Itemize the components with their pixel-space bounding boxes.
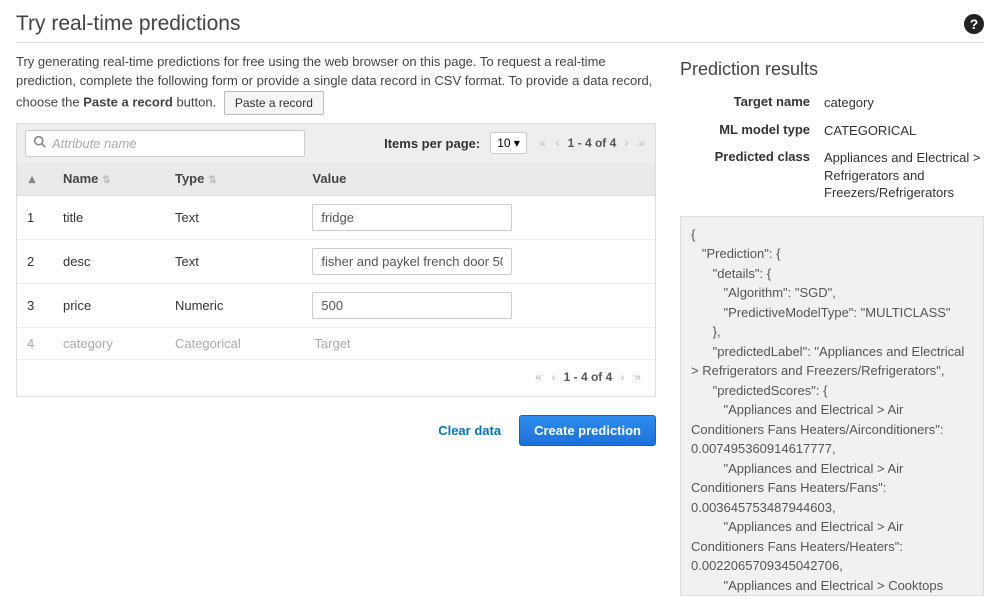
value-static: Target (312, 336, 350, 351)
items-per-page-value: 10 (497, 136, 510, 150)
row-index: 4 (17, 327, 53, 359)
table-row: 3priceNumeric (17, 283, 655, 327)
items-per-page-label: Items per page: (384, 136, 480, 151)
footer-pager-last-icon[interactable]: » (632, 370, 643, 384)
result-key: ML model type (680, 122, 810, 140)
search-input[interactable] (25, 130, 305, 157)
table-row: 4categoryCategorical Target (17, 327, 655, 359)
intro-text: Try generating real-time predictions for… (16, 53, 656, 115)
footer-pager-prev-icon[interactable]: ‹ (550, 370, 558, 384)
col-name[interactable]: Name⇅ (53, 163, 165, 196)
table-row: 2descText (17, 239, 655, 283)
result-key: Predicted class (680, 149, 810, 202)
result-key: Target name (680, 94, 810, 112)
col-type[interactable]: Type⇅ (165, 163, 302, 196)
intro-bold: Paste a record (83, 94, 173, 109)
pager-info: 1 - 4 of 4 (568, 136, 617, 150)
row-index: 1 (17, 195, 53, 239)
col-value: Value (302, 163, 655, 196)
pager-prev-icon[interactable]: ‹ (554, 136, 562, 150)
row-name: title (53, 195, 165, 239)
pager-first-icon[interactable]: « (537, 136, 548, 150)
help-icon[interactable]: ? (964, 14, 984, 34)
result-value: CATEGORICAL (824, 122, 984, 140)
items-per-page-select[interactable]: 10 ▾ (490, 132, 527, 154)
row-index: 3 (17, 283, 53, 327)
page-title: Try real-time predictions (16, 12, 240, 36)
row-name: desc (53, 239, 165, 283)
value-input[interactable] (312, 292, 512, 319)
paste-record-button[interactable]: Paste a record (224, 91, 324, 115)
intro-after: button. (173, 94, 216, 109)
pager-last-icon[interactable]: » (636, 136, 647, 150)
row-value-cell (302, 239, 655, 283)
footer-pager-first-icon[interactable]: « (533, 370, 544, 384)
row-index: 2 (17, 239, 53, 283)
pager-next-icon[interactable]: › (622, 136, 630, 150)
prediction-json[interactable]: { "Prediction": { "details": { "Algorith… (680, 216, 984, 596)
clear-data-button[interactable]: Clear data (438, 423, 501, 438)
attributes-table: ▴ Name⇅ Type⇅ Value 1titleText2descText3… (17, 163, 655, 360)
row-type: Numeric (165, 283, 302, 327)
table-row: 1titleText (17, 195, 655, 239)
row-name: category (53, 327, 165, 359)
search-icon (33, 135, 46, 151)
footer-pager-info: 1 - 4 of 4 (564, 370, 613, 384)
value-input[interactable] (312, 204, 512, 231)
col-sort-index[interactable]: ▴ (17, 163, 53, 196)
row-value-cell (302, 195, 655, 239)
row-value-cell (302, 283, 655, 327)
row-name: price (53, 283, 165, 327)
result-value: category (824, 94, 984, 112)
attributes-panel: Items per page: 10 ▾ « ‹ 1 - 4 of 4 › » … (16, 123, 656, 397)
row-type: Categorical (165, 327, 302, 359)
chevron-down-icon: ▾ (514, 136, 520, 150)
row-value-cell: Target (302, 327, 655, 359)
footer-pager-next-icon[interactable]: › (618, 370, 626, 384)
row-type: Text (165, 239, 302, 283)
value-input[interactable] (312, 248, 512, 275)
results-summary: Target name category ML model type CATEGORI… (680, 94, 984, 202)
results-title: Prediction results (680, 59, 984, 80)
row-type: Text (165, 195, 302, 239)
create-prediction-button[interactable]: Create prediction (519, 415, 656, 446)
result-value: Appliances and Electrical > Refrigerator… (824, 149, 984, 202)
